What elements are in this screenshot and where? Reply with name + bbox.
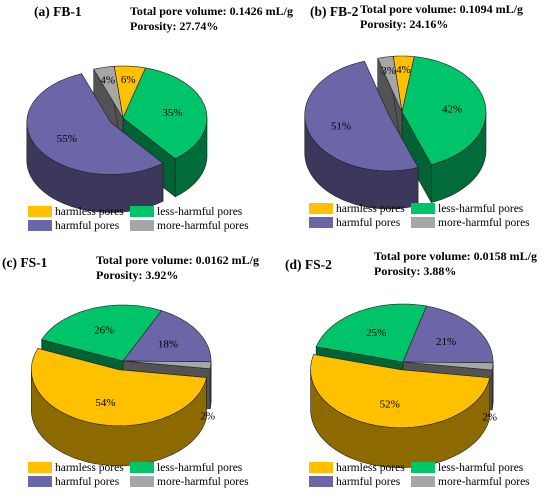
legend: harmless pores less-harmful pores harmful … [28,206,249,232]
total-pore-volume: Total pore volume: 0.1094 mL/g [360,2,523,16]
slice-top-harmless [310,354,491,428]
slice-top-less-harmful [41,304,163,362]
legend-label-harmless: harmless pores [55,206,124,218]
legend-label-more-harmful: more-harmful pores [157,476,249,488]
legend-swatch-more-harmful [411,217,435,228]
legend-label-harmful: harmful pores [336,217,401,229]
slice-top-harmless [113,65,147,120]
slice-top-harmless [31,348,207,427]
legend-label-harmful: harmful pores [55,220,120,232]
data-label-more-harmful: 2% [482,411,497,423]
slice-top-more-harmful [377,55,403,113]
data-label-more-harmful: 3% [381,65,396,77]
panel-title: (b) FB-2 [310,4,359,19]
legend-swatch-less-harmful [130,462,154,473]
slice-top-harmful [122,310,212,363]
legend-swatch-less-harmful [130,206,154,217]
legend-swatch-more-harmful [130,220,154,231]
legend-label-more-harmful: more-harmful pores [438,217,530,229]
pie-slice-less-harmful-2 [401,56,487,204]
slice-top-harmless [392,55,415,113]
legend: harmless pores less-harmful pores harmful … [309,462,530,488]
data-label-more-harmful: 2% [200,410,215,422]
panel-title: (c) FS-1 [2,255,48,270]
legend-label-less-harmful: less-harmful pores [157,462,243,474]
data-label-harmful: 51% [331,121,351,133]
pie-panel-1: 6% 35% 55% 4% (a) FB-1 Total pore volume: 0.1… [26,4,293,232]
legend-label-more-harmful: more-harmful pores [438,476,530,488]
porosity: Porosity: 3.92% [96,268,178,282]
slice-top-more-harmful [93,65,124,119]
legend-swatch-less-harmful [411,462,435,473]
total-pore-volume: Total pore volume: 0.1426 mL/g [130,4,293,18]
slice-top-harmful [26,73,164,175]
legend-label-more-harmful: more-harmful pores [157,220,249,232]
data-label-less-harmful: 35% [162,107,182,119]
porosity: Porosity: 24.16% [360,17,448,31]
legend-swatch-less-harmful [411,203,435,214]
data-label-harmless: 54% [95,397,115,409]
legend-swatch-harmless [309,203,333,214]
data-label-harmful: 55% [57,133,77,145]
legend-label-harmful: harmful pores [336,476,401,488]
data-label-harmless: 52% [380,399,400,411]
pie-slice-harmless-3 [31,348,207,467]
data-label-harmful: 18% [158,338,178,350]
legend-swatch-more-harmful [411,476,435,487]
legend-label-harmless: harmless pores [336,462,405,474]
data-label-less-harmful: 26% [94,325,114,337]
slice-top-harmful [304,60,419,172]
data-label-harmful: 21% [436,336,456,348]
pie-panel-2: 4% 42% 51% 3% (b) FB-2 Total pore volume: 0.1… [304,2,530,229]
legend-swatch-more-harmful [130,476,154,487]
slice-top-less-harmful [315,303,428,363]
data-label-less-harmful: 25% [366,327,386,339]
pie-slice-harmless-4 [310,354,491,468]
slice-top-harmful [402,305,494,364]
data-label-less-harmful: 42% [442,103,462,115]
legend-label-less-harmful: less-harmful pores [438,203,524,215]
slice-top-less-harmful [122,67,208,160]
legend-label-less-harmful: less-harmful pores [438,462,524,474]
slice-top-more-harmful [122,360,212,370]
legend-swatch-harmful [28,220,52,231]
total-pore-volume: Total pore volume: 0.0158 mL/g [374,249,537,263]
legend-label-harmful: harmful pores [55,476,120,488]
legend: harmless pores less-harmful pores harmful … [28,462,249,488]
total-pore-volume: Total pore volume: 0.0162 mL/g [96,253,259,267]
pie-slice-harmful-2 [304,60,419,210]
legend: harmless pores less-harmful pores harmful … [309,203,530,229]
legend-swatch-harmless [309,462,333,473]
legend-swatch-harmful [309,476,333,487]
pie-panel-3: 54% 26% 18% 2% (c) FS-1 Total pore volume: 0.… [2,253,259,488]
data-label-harmless: 6% [121,74,136,86]
data-label-harmless: 4% [396,64,411,76]
porosity: Porosity: 3.88% [374,264,456,278]
slice-top-more-harmful [402,361,494,371]
legend-swatch-harmful [28,476,52,487]
pie-slice-harmful-1 [26,72,164,213]
legend-swatch-harmful [309,217,333,228]
pie-panel-4: 52% 25% 21% 2% (d) FS-2 Total pore volume: 0.… [285,249,537,488]
panel-title: (d) FS-2 [285,257,332,272]
data-label-more-harmful: 4% [100,74,115,86]
slice-top-less-harmful [401,56,487,165]
legend-label-less-harmful: less-harmful pores [157,206,243,218]
legend-swatch-harmless [28,206,52,217]
porosity: Porosity: 27.74% [130,19,218,33]
legend-label-harmless: harmless pores [55,462,124,474]
legend-swatch-harmless [28,462,52,473]
panel-title: (a) FB-1 [34,4,82,19]
legend-label-harmless: harmless pores [336,203,405,215]
